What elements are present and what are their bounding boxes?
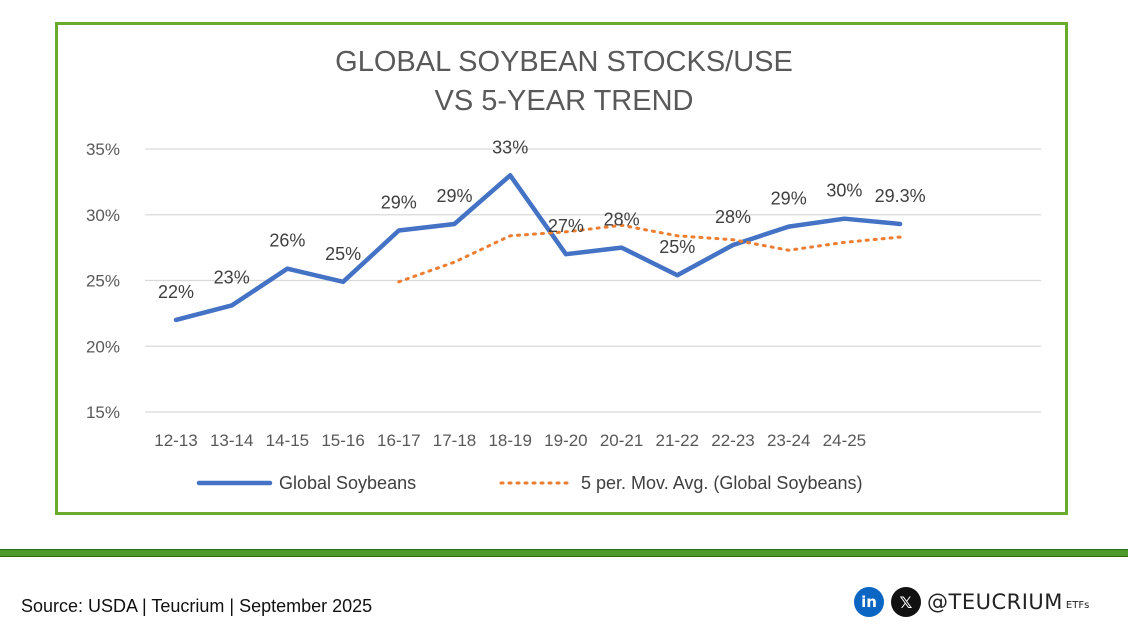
x-tick-label: 14-15 bbox=[266, 431, 309, 450]
x-tick-label: 12-13 bbox=[154, 431, 197, 450]
etfs-suffix: ETFs bbox=[1065, 599, 1090, 611]
data-label: 28% bbox=[715, 207, 751, 227]
linkedin-icon[interactable]: in bbox=[854, 587, 884, 617]
legend-label-moving-average: 5 per. Mov. Avg. (Global Soybeans) bbox=[581, 473, 863, 493]
series-line-global-soybeans bbox=[173, 173, 903, 323]
source-caption: Source: USDA | Teucrium | September 2025 bbox=[21, 596, 373, 616]
x-tick-label: 22-23 bbox=[711, 431, 754, 450]
data-label: 29.3% bbox=[875, 186, 926, 206]
data-label: 33% bbox=[492, 137, 528, 157]
data-label: 29% bbox=[771, 189, 807, 209]
label-layer: 22% 23% 26% 25% 29% 29% 33% 27% 28% 25% 28% 29% 30% 2… bbox=[158, 137, 926, 302]
chart-svg: GLOBAL SOYBEAN STOCKS/USE VS 5-YEAR TREN… bbox=[86, 46, 1041, 493]
x-tick-label: 23-24 bbox=[767, 431, 810, 450]
x-tick-label: 18-19 bbox=[488, 431, 531, 450]
x-tick-label: 16-17 bbox=[377, 431, 420, 450]
data-label: 25% bbox=[659, 237, 695, 257]
y-tick-label: 25% bbox=[86, 272, 120, 291]
x-tick-label: 24-25 bbox=[823, 431, 866, 450]
social-handle: in 𝕏 @TEUCRIUM ETFs bbox=[854, 586, 1089, 618]
y-tick-label: 35% bbox=[86, 140, 120, 159]
y-tick-label: 15% bbox=[86, 403, 120, 422]
footer-divider bbox=[0, 549, 1128, 557]
chart-frame: GLOBAL SOYBEAN STOCKS/USE VS 5-YEAR TREN… bbox=[55, 22, 1068, 515]
grid-layer: 35% 30% 25% 20% 15% 12-13 13-14 14-15 15-16 16-17… bbox=[86, 140, 1041, 450]
data-label: 29% bbox=[381, 193, 417, 213]
legend-label-global-soybeans: Global Soybeans bbox=[279, 473, 416, 493]
data-label: 27% bbox=[548, 216, 584, 236]
x-twitter-icon[interactable]: 𝕏 bbox=[891, 587, 921, 617]
series-line-moving-average bbox=[397, 223, 902, 284]
data-label: 26% bbox=[269, 231, 305, 251]
data-label: 28% bbox=[604, 210, 640, 230]
data-label: 22% bbox=[158, 282, 194, 302]
x-tick-label: 20-21 bbox=[600, 431, 643, 450]
x-tick-label: 19-20 bbox=[544, 431, 587, 450]
data-label: 23% bbox=[214, 267, 250, 287]
legend: Global Soybeans 5 per. Mov. Avg. (Global… bbox=[196, 473, 863, 493]
x-tick-label: 15-16 bbox=[321, 431, 364, 450]
series-layer bbox=[173, 173, 903, 323]
chart-title-line-2: VS 5-YEAR TREND bbox=[435, 85, 694, 117]
data-label: 30% bbox=[826, 181, 862, 201]
x-tick-label: 21-22 bbox=[656, 431, 699, 450]
teucrium-handle: @TEUCRIUM bbox=[927, 590, 1063, 614]
y-tick-label: 20% bbox=[86, 337, 120, 356]
chart-title-line-1: GLOBAL SOYBEAN STOCKS/USE bbox=[335, 46, 793, 78]
data-label: 25% bbox=[325, 244, 361, 264]
y-tick-label: 30% bbox=[86, 206, 120, 225]
x-tick-label: 13-14 bbox=[210, 431, 253, 450]
x-tick-label: 17-18 bbox=[433, 431, 476, 450]
data-label: 29% bbox=[436, 186, 472, 206]
